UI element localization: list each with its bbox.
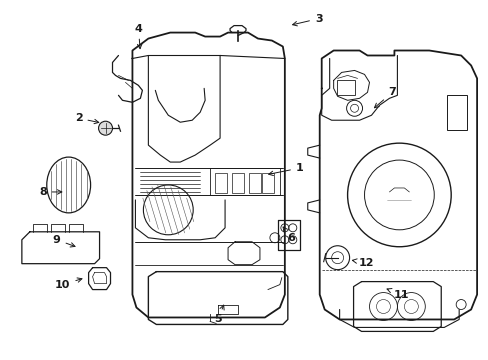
- Text: 12: 12: [352, 258, 373, 268]
- Bar: [215, 173, 226, 193]
- Bar: [336, 80, 354, 95]
- Bar: [262, 173, 273, 193]
- Bar: [447, 95, 466, 130]
- Text: 1: 1: [268, 163, 303, 176]
- Text: 11: 11: [386, 288, 408, 300]
- Text: 3: 3: [292, 14, 322, 26]
- Bar: [232, 173, 244, 193]
- Circle shape: [99, 121, 112, 135]
- Text: 2: 2: [75, 113, 99, 124]
- Text: 7: 7: [374, 87, 395, 108]
- Bar: [248, 173, 261, 193]
- Text: 4: 4: [134, 24, 142, 49]
- Text: 5: 5: [214, 305, 224, 324]
- Text: 9: 9: [53, 235, 75, 247]
- Text: 10: 10: [55, 278, 82, 289]
- Text: 8: 8: [39, 187, 61, 197]
- Text: 6: 6: [283, 227, 294, 243]
